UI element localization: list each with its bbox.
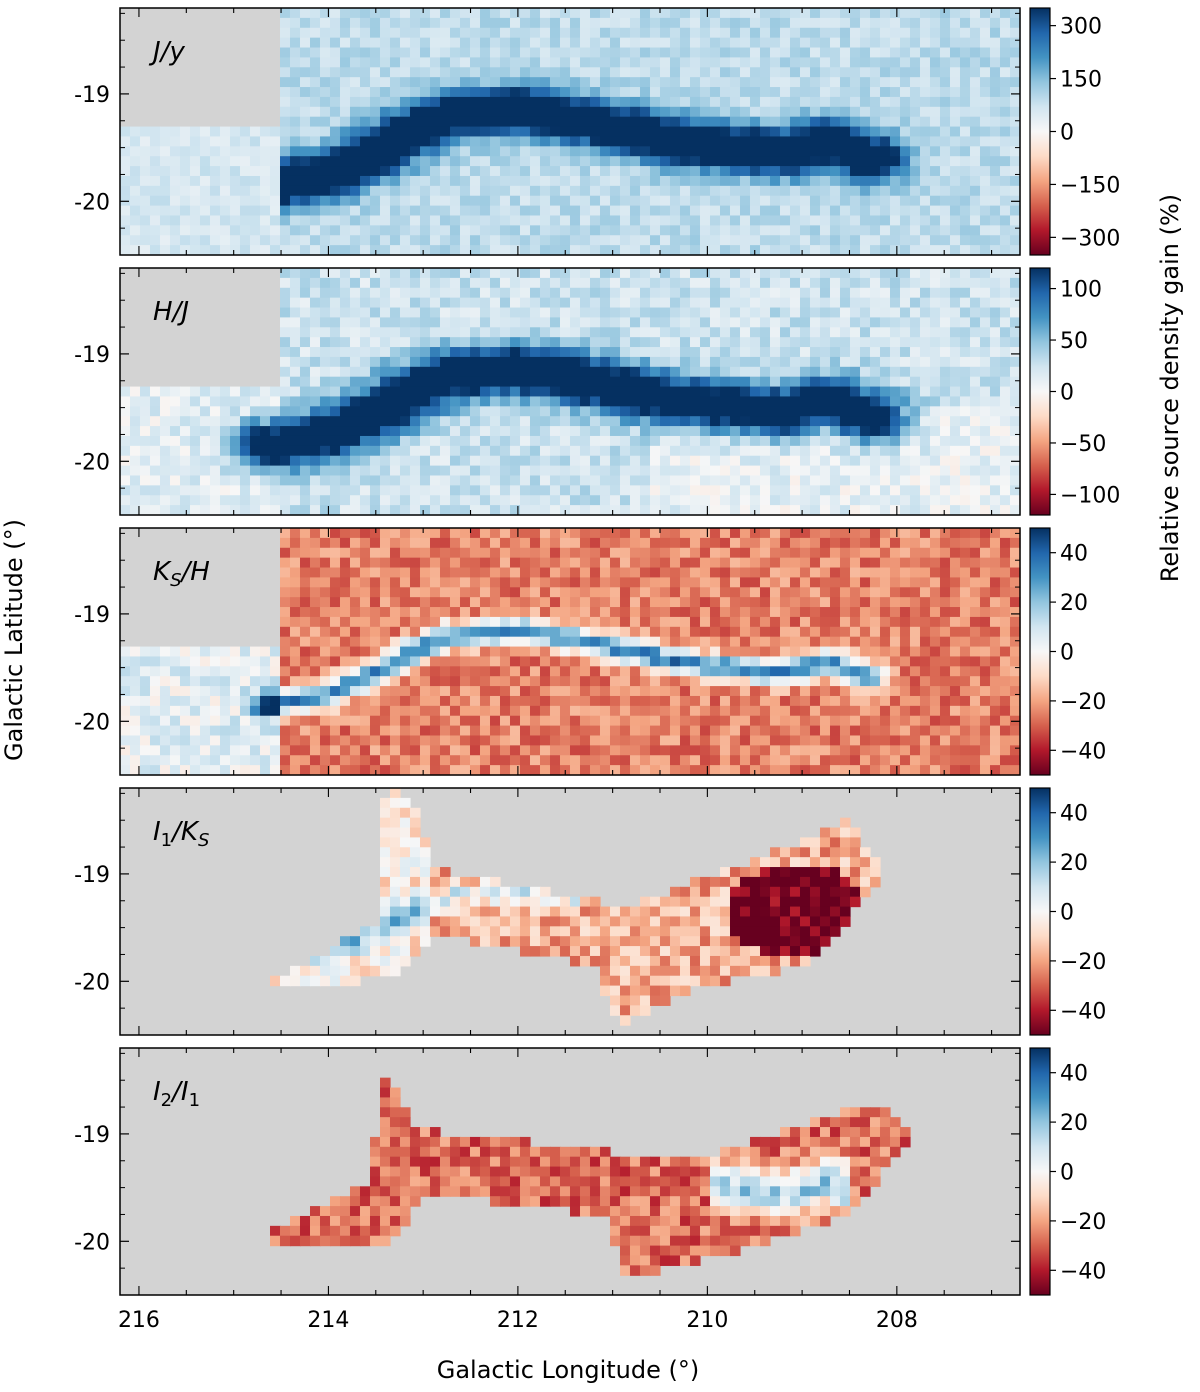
y-axis-label: Galactic Latitude (°) — [0, 519, 28, 761]
colorbar-tick-label: −20 — [1060, 950, 1106, 975]
panel-label: KS/H — [153, 557, 210, 591]
panel-frame — [119, 527, 1021, 776]
colorbar-tick-label: −40 — [1060, 739, 1106, 764]
heatmap-cells — [120, 8, 1021, 256]
x-tick-label: 214 — [307, 1308, 349, 1333]
colorbar-tick-label: −40 — [1060, 1259, 1106, 1284]
colorbar-tick-label: 100 — [1060, 278, 1102, 303]
colorbar-tick-label: 150 — [1060, 68, 1102, 93]
y-tick-label: -20 — [74, 970, 110, 995]
colorbar-tick-label: −150 — [1060, 173, 1120, 198]
x-axis-label: Galactic Longitude (°) — [437, 1356, 700, 1384]
colorbar-tick-label: −20 — [1060, 690, 1106, 715]
panel-frame — [119, 1047, 1021, 1296]
y-tick-label: -19 — [74, 603, 110, 628]
colorbar — [1029, 7, 1051, 256]
panel-label: J/y — [148, 37, 185, 67]
y-tick-label: -19 — [74, 343, 110, 368]
panel-frame — [119, 7, 1021, 256]
panels: -19 -20 J/y 300 150 0 −150 −300 -19 -20 H/J 100 50 0 −… — [74, 7, 1120, 1333]
colorbar — [1029, 267, 1051, 516]
x-tick-label: 212 — [497, 1308, 539, 1333]
colorbar-tick-label: 40 — [1060, 542, 1088, 567]
colorbar-tick-label: −300 — [1060, 226, 1120, 251]
panel-5: -19 -20 I2/I1 40 20 0 −20 −40 216 214 212 210 208 — [74, 1047, 1106, 1333]
heatmap-cells — [120, 268, 1021, 516]
panel-label: H/J — [153, 297, 189, 327]
panel-label: I1/KS — [153, 817, 209, 851]
colorbar-tick-label: −50 — [1060, 432, 1106, 457]
y-tick-label: -20 — [74, 190, 110, 215]
panel-frame — [119, 787, 1021, 1036]
colorbar-tick-label: −20 — [1060, 1210, 1106, 1235]
heatmap-cells — [270, 1077, 911, 1276]
colorbar-tick-label: 300 — [1060, 15, 1102, 40]
colorbar-tick-label: 50 — [1060, 329, 1088, 354]
panel-label: I2/I1 — [153, 1077, 200, 1111]
panel-1: -19 -20 J/y 300 150 0 −150 −300 — [74, 7, 1120, 256]
colorbar-tick-label: 0 — [1060, 1161, 1074, 1186]
panel-4: -19 -20 I1/KS 40 20 0 −20 −40 — [74, 787, 1106, 1036]
panel-3: -19 -20 KS/H 40 20 0 −20 −40 — [74, 527, 1106, 776]
heatmap-cells — [120, 528, 1021, 776]
colorbar-tick-label: 20 — [1060, 591, 1088, 616]
colorbar-tick-label: 40 — [1060, 1062, 1088, 1087]
y-tick-label: -20 — [74, 450, 110, 475]
colorbar-tick-label: −40 — [1060, 999, 1106, 1024]
y-tick-label: -19 — [74, 863, 110, 888]
colorbar-tick-label: 20 — [1060, 851, 1088, 876]
y-tick-label: -20 — [74, 1230, 110, 1255]
colorbar-tick-label: 0 — [1060, 901, 1074, 926]
colorbar-tick-label: −100 — [1060, 483, 1120, 508]
y-tick-label: -20 — [74, 710, 110, 735]
colorbar-tick-label: 0 — [1060, 121, 1074, 146]
colorbar-tick-label: 40 — [1060, 802, 1088, 827]
colorbar-label: Relative source density gain (%) — [1156, 194, 1184, 582]
panel-2: -19 -20 H/J 100 50 0 −50 −100 — [74, 267, 1120, 516]
colorbar — [1029, 787, 1051, 1036]
x-tick-label: 216 — [118, 1308, 160, 1333]
y-tick-label: -19 — [74, 1123, 110, 1148]
x-tick-label: 210 — [686, 1308, 728, 1333]
colorbar-tick-label: 0 — [1060, 641, 1074, 666]
colorbar — [1029, 527, 1051, 776]
x-tick-label: 208 — [876, 1308, 918, 1333]
colorbar-tick-label: 0 — [1060, 381, 1074, 406]
colorbar — [1029, 1047, 1051, 1296]
heatmap-cells — [270, 788, 881, 1026]
y-tick-label: -19 — [74, 83, 110, 108]
panel-frame — [119, 267, 1021, 516]
colorbar-tick-label: 20 — [1060, 1111, 1088, 1136]
